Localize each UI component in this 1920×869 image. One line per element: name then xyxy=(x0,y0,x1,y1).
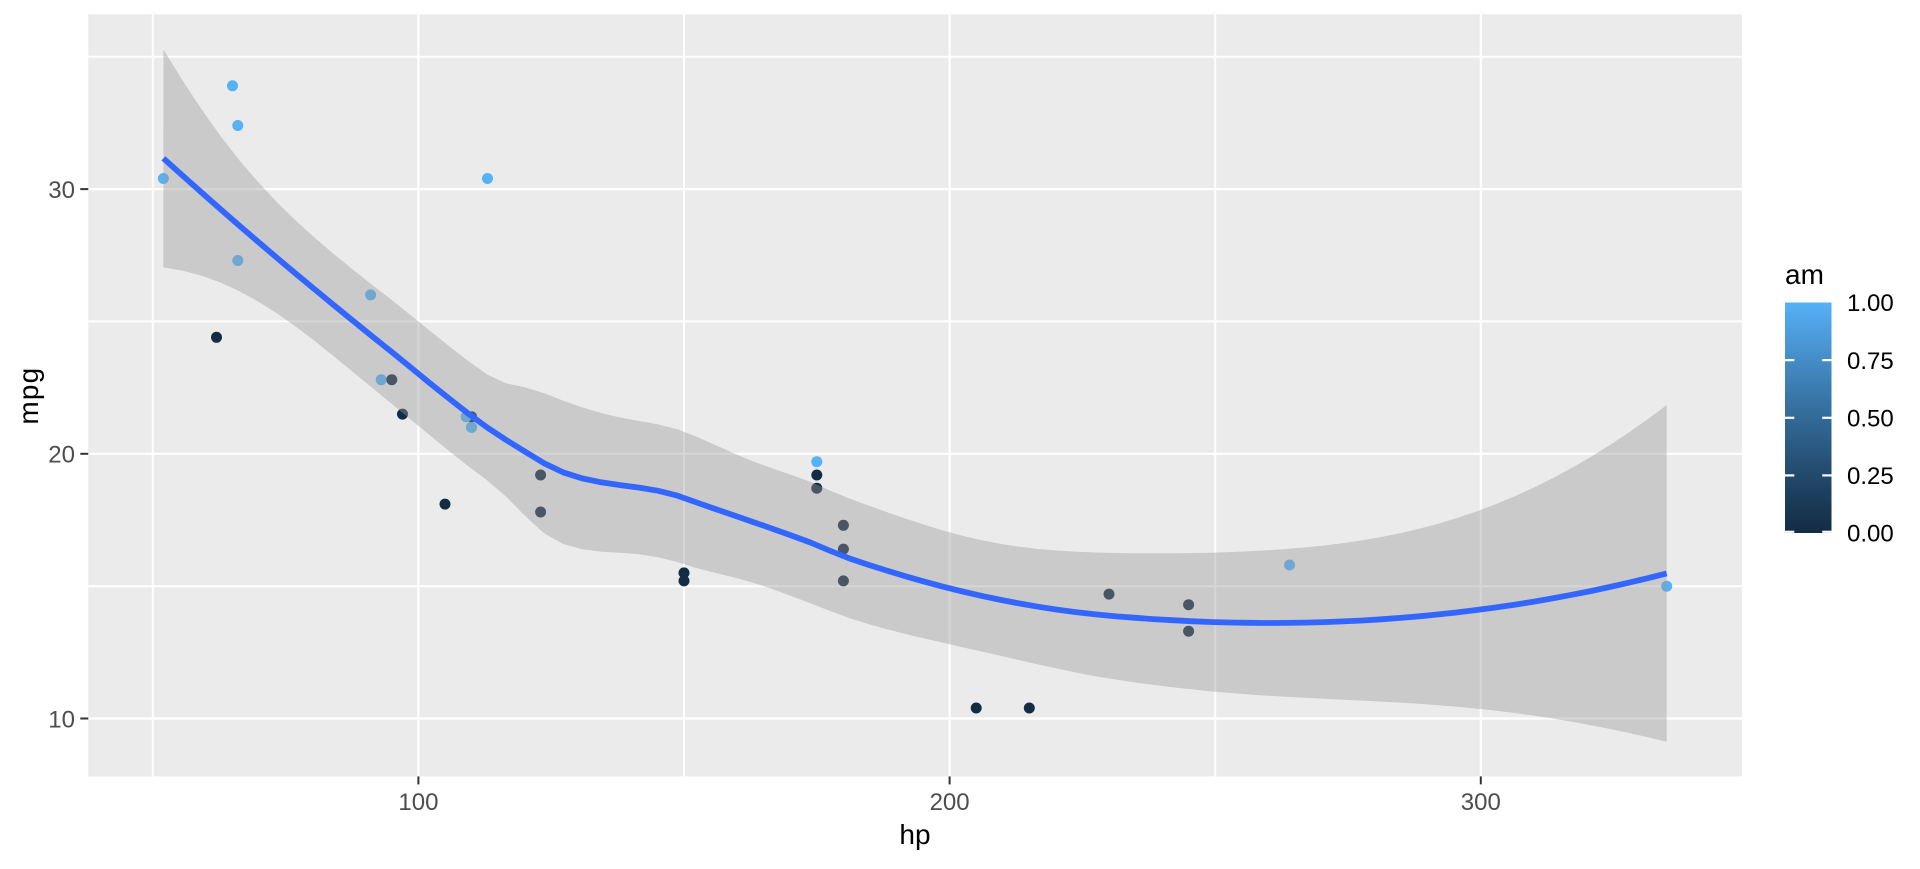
svg-text:mpg: mpg xyxy=(13,367,44,425)
svg-text:10: 10 xyxy=(48,706,75,733)
svg-text:20: 20 xyxy=(48,442,75,469)
svg-text:1.00: 1.00 xyxy=(1847,290,1894,317)
svg-text:am: am xyxy=(1785,259,1824,290)
svg-text:0.75: 0.75 xyxy=(1847,348,1894,375)
svg-text:0.25: 0.25 xyxy=(1847,463,1894,490)
svg-text:300: 300 xyxy=(1461,789,1501,816)
svg-text:hp: hp xyxy=(899,819,930,850)
svg-text:0.00: 0.00 xyxy=(1847,521,1894,548)
svg-text:100: 100 xyxy=(398,789,438,816)
svg-text:200: 200 xyxy=(930,789,970,816)
svg-text:30: 30 xyxy=(48,177,75,204)
svg-text:0.50: 0.50 xyxy=(1847,405,1894,432)
